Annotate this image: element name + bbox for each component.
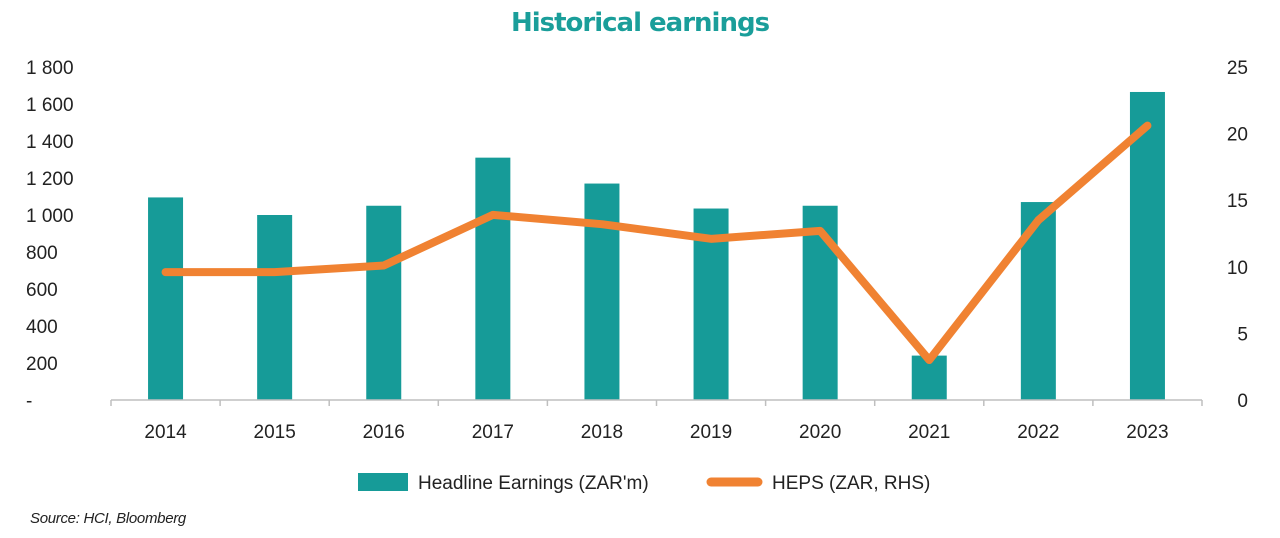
right-tick-label: 15: [1227, 191, 1248, 212]
heps-line-group: [161, 121, 1152, 365]
left-tick-label: 1 200: [26, 169, 74, 190]
legend-swatch-headline-earnings: [358, 473, 408, 491]
left-tick-label: 1 000: [26, 206, 74, 227]
left-axis-ticks: - 200 400 600 800 1 000 1 200 1 400 1 600 1 800: [26, 58, 74, 412]
bar-2014: [148, 197, 184, 400]
right-tick-label: 20: [1227, 125, 1248, 146]
left-tick-label: -: [26, 391, 32, 412]
x-tick-label-2021: 2021: [908, 422, 950, 443]
left-tick-label: 200: [26, 354, 58, 375]
heps-line: [161, 121, 1152, 365]
legend-label-heps: HEPS (ZAR, RHS): [772, 473, 930, 494]
x-tick-label-2022: 2022: [1017, 422, 1059, 443]
bar-2020: [802, 205, 838, 400]
right-axis-ticks: 0 5 10 15 20 25: [1227, 58, 1248, 412]
right-tick-label: 5: [1237, 324, 1248, 345]
bar-2023: [1129, 91, 1165, 400]
source-note: Source: HCI, Bloomberg: [30, 510, 186, 527]
x-tick-label-2014: 2014: [144, 422, 187, 443]
legend-label-headline-earnings: Headline Earnings (ZAR'm): [418, 473, 649, 494]
left-tick-label: 800: [26, 243, 58, 264]
left-tick-label: 1 600: [26, 95, 74, 116]
x-tick-label-2020: 2020: [799, 422, 841, 443]
x-tick-label-2017: 2017: [472, 422, 514, 443]
right-tick-label: 25: [1227, 58, 1248, 79]
left-tick-label: 400: [26, 317, 58, 338]
bar-2016: [366, 205, 402, 400]
x-axis: 2014 2015 2016 2017 2018 2019 2020 2021 2022 2023: [110, 399, 1203, 443]
x-tick-label-2015: 2015: [254, 422, 296, 443]
left-tick-label: 1 800: [26, 58, 74, 79]
x-tick-label-2016: 2016: [363, 422, 405, 443]
bar-2015: [257, 215, 293, 400]
left-tick-label: 600: [26, 280, 58, 301]
legend: Headline Earnings (ZAR'm) HEPS (ZAR, RHS): [358, 473, 930, 494]
x-tick-label-2023: 2023: [1126, 422, 1168, 443]
x-tick-label-2018: 2018: [581, 422, 623, 443]
chart-title: Historical earnings: [510, 8, 770, 38]
bar-2018: [584, 183, 620, 400]
bars-group: [148, 91, 1165, 400]
left-tick-label: 1 400: [26, 132, 74, 153]
right-tick-label: 0: [1237, 391, 1248, 412]
right-tick-label: 10: [1227, 258, 1248, 279]
bar-2017: [475, 157, 511, 400]
x-tick-label-2019: 2019: [690, 422, 732, 443]
